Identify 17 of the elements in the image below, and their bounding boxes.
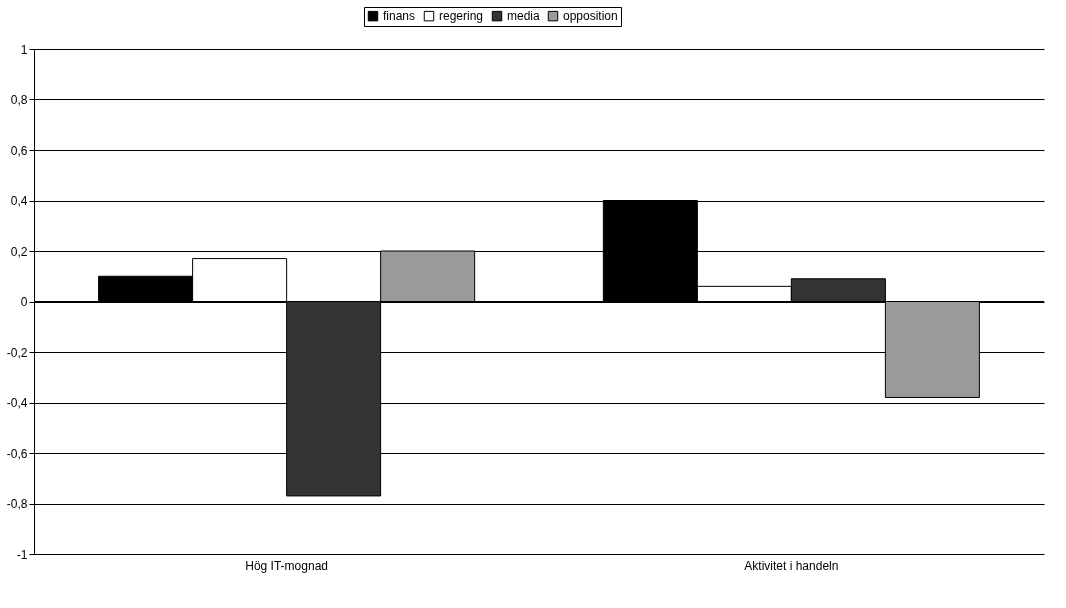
x-tick-label: Hög IT-mognad	[245, 558, 328, 573]
y-tick-label: 0,4	[10, 194, 28, 208]
legend-label: finans	[383, 9, 416, 24]
x-tick-label: Aktivitet i handeln	[744, 558, 839, 573]
y-tick-label: -0,2	[6, 345, 28, 360]
y-tick-label: 0,6	[10, 143, 28, 158]
y-tick-label: 1	[20, 42, 28, 57]
y-tick-label: 0,8	[10, 93, 28, 107]
y-tick-label: -1	[16, 547, 28, 562]
y-tick-label: -0,6	[6, 446, 28, 461]
legend-label: media	[507, 9, 541, 24]
y-tick-label: -0,4	[6, 396, 28, 410]
y-tick-label: 0	[20, 295, 28, 309]
legend-label: opposition	[563, 9, 618, 24]
y-tick-label: -0,8	[6, 497, 28, 511]
y-tick-label: 0,2	[10, 244, 28, 259]
legend-label: regering	[439, 9, 484, 24]
